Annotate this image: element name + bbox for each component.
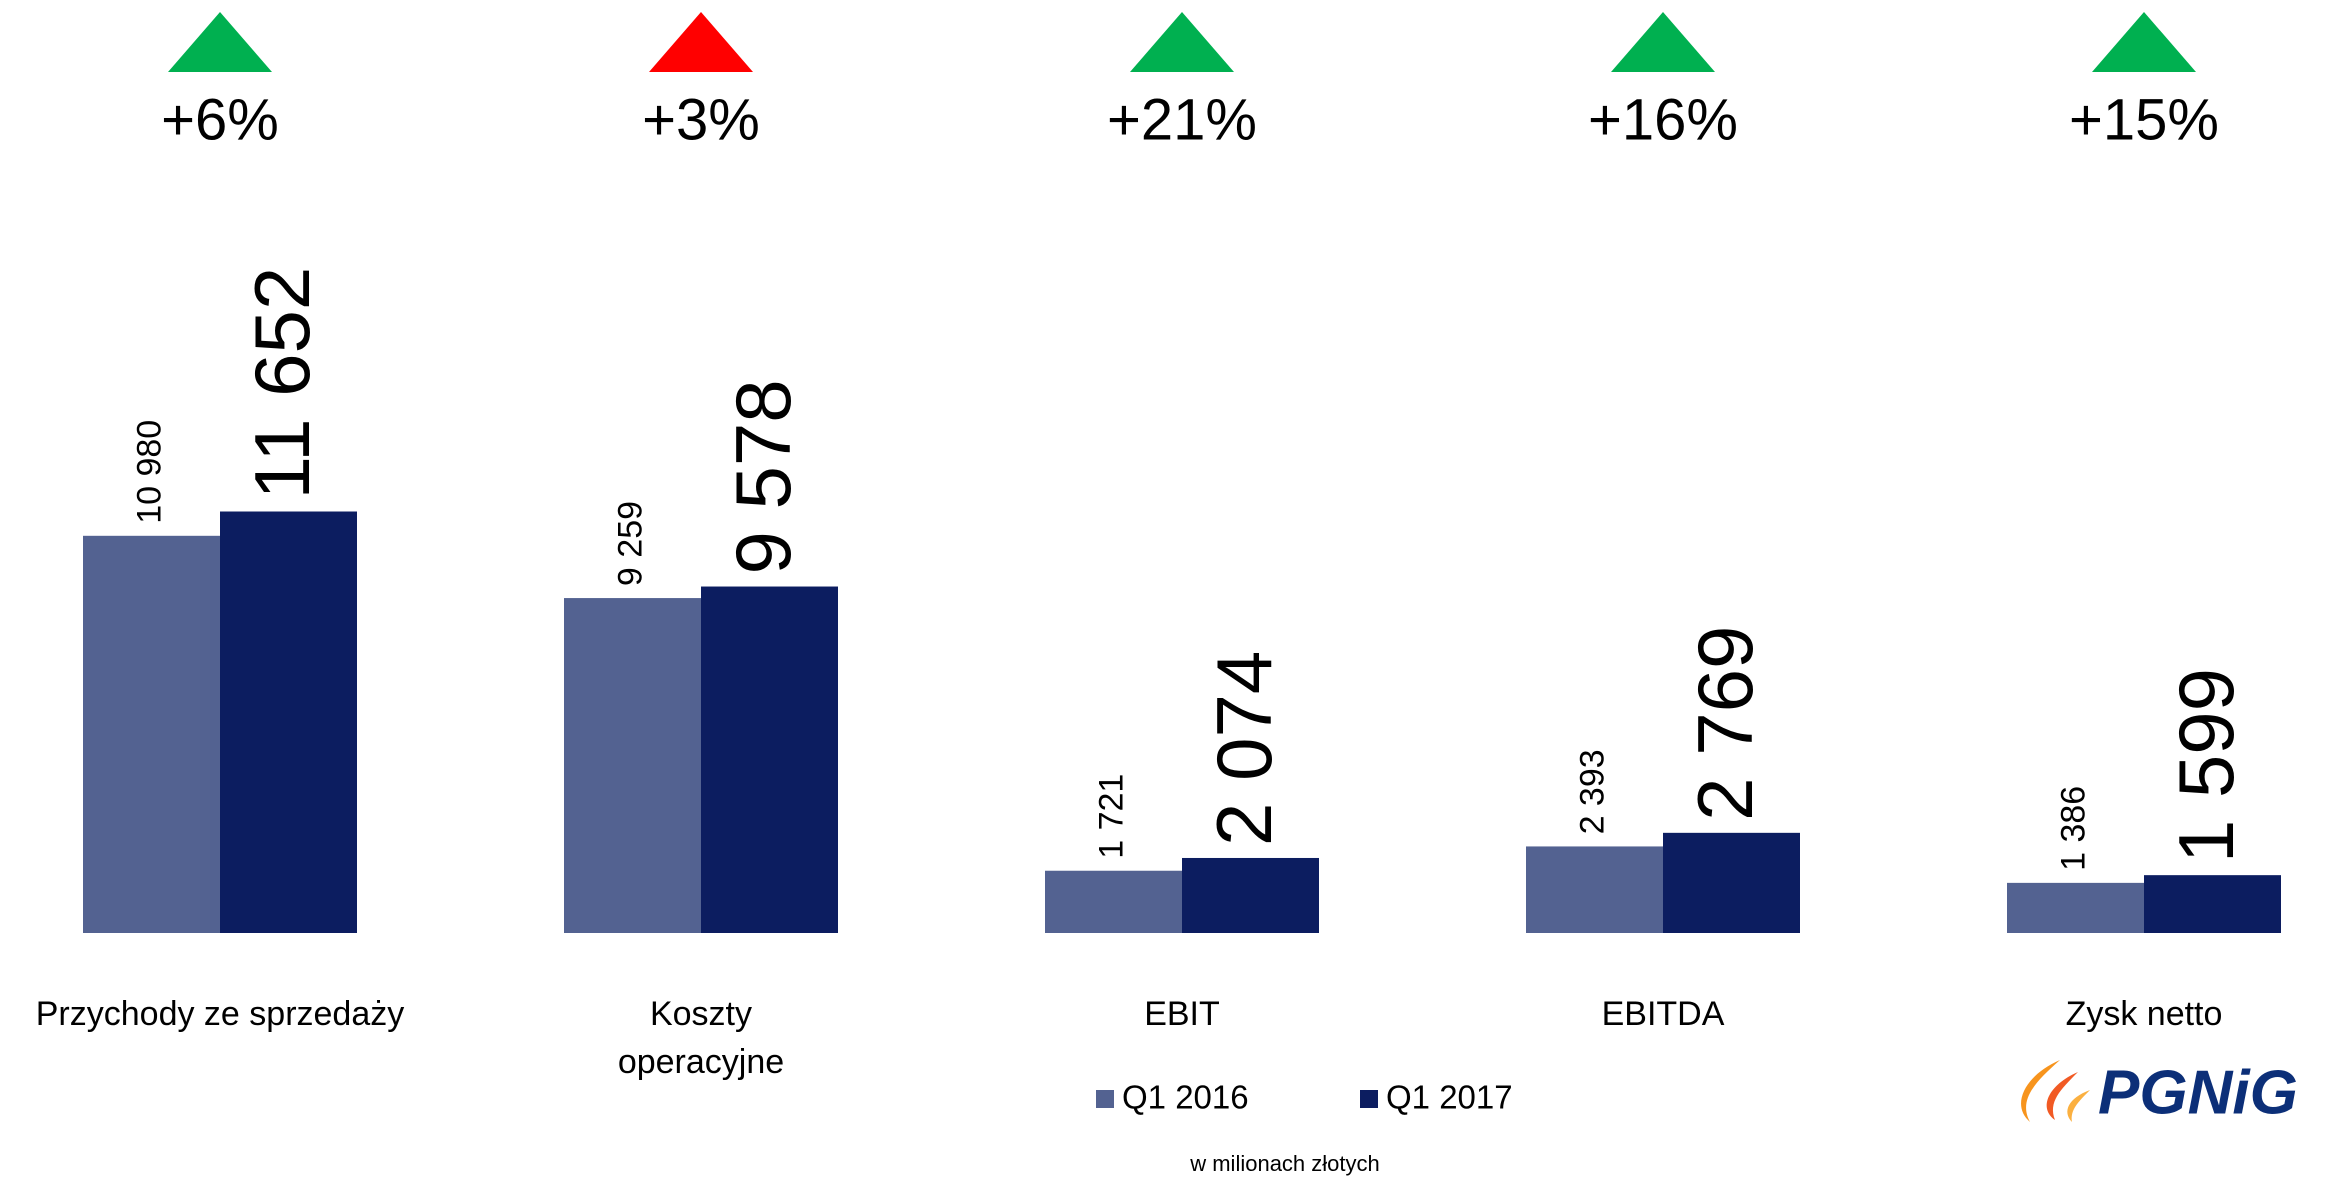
category-label: Koszty operacyjne [617,995,785,1081]
category-label: EBIT [1144,995,1220,1033]
bar [2144,875,2281,933]
bar [1182,857,1319,933]
change-triangle [2092,12,2196,72]
legend-swatch [1096,1090,1114,1108]
legend-label: Q1 2016 [1122,1079,1249,1116]
note: w milionach złotych [1189,1151,1380,1176]
value-label: 11 652 [238,267,326,500]
logo-flame [2021,1060,2060,1122]
bar [564,598,701,933]
value-label: 1 386 [2054,786,2092,871]
value-label: 2 769 [1681,626,1769,821]
change-label: +15% [2069,87,2219,152]
legend-label: Q1 2017 [1386,1079,1513,1116]
value-label: 1 599 [2162,668,2250,863]
change-label: +6% [161,87,279,152]
change-triangle [1130,12,1234,72]
bar [2007,882,2144,933]
bar [83,535,220,933]
bar [1663,832,1800,933]
value-label: 2 393 [1573,749,1611,834]
bar [220,511,357,933]
bar [701,586,838,933]
logo-text: PGNiG [2098,1058,2298,1127]
bar [1526,846,1663,933]
category-label: EBITDA [1601,995,1725,1033]
legend-swatch [1360,1090,1378,1108]
value-label: 9 578 [719,379,807,574]
change-triangle [168,12,272,72]
value-label: 9 259 [611,501,649,586]
value-label: 2 074 [1200,651,1288,846]
change-label: +16% [1588,87,1738,152]
bar [1045,870,1182,933]
value-label: 10 980 [130,420,168,524]
change-triangle [1611,12,1715,72]
change-triangle [649,12,753,72]
category-label: Zysk netto [2065,995,2223,1033]
change-label: +3% [642,87,760,152]
change-label: +21% [1107,87,1257,152]
value-label: 1 721 [1092,774,1130,859]
category-label: Przychody ze sprzedaży [35,995,405,1033]
logo-flame [2067,1090,2090,1122]
logo: PGNiG [2021,1058,2298,1127]
logo-flame [2046,1072,2078,1120]
